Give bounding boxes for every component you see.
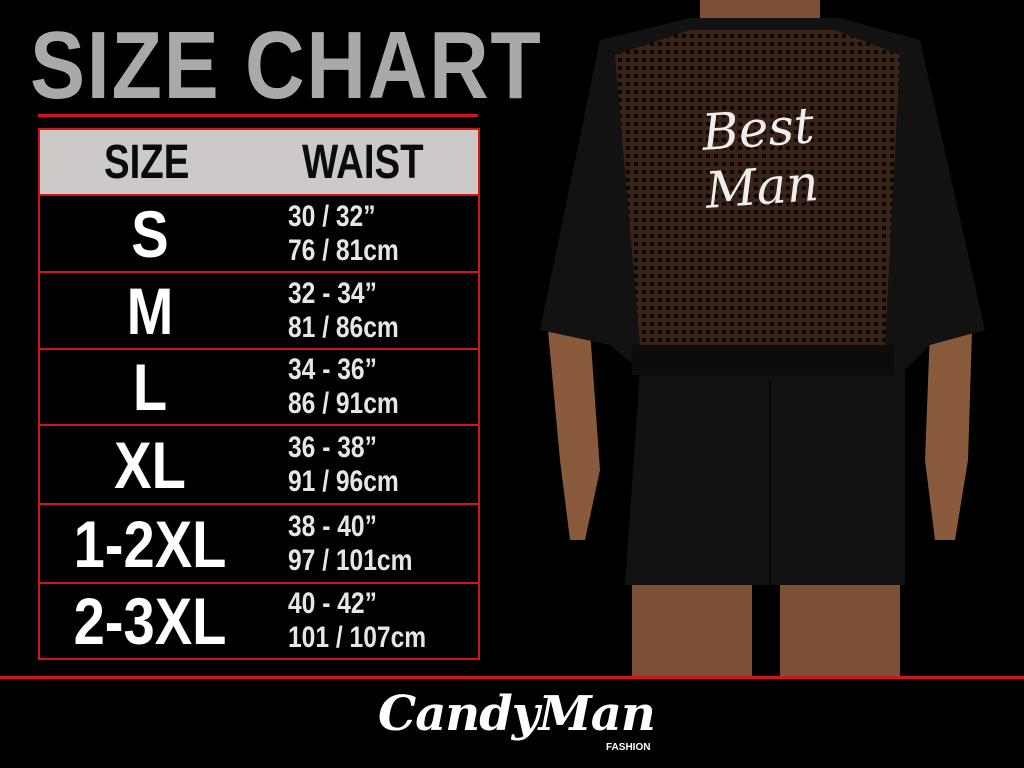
waist-inches: 30 / 32”: [288, 199, 376, 233]
table-row: L 34 - 36” 86 / 91cm: [38, 350, 480, 426]
waist-cm: 76 / 81cm: [288, 233, 399, 267]
size-label: 2-3XL: [73, 584, 227, 658]
waist-inches: 32 - 34”: [288, 276, 377, 310]
waist-value: 34 - 36” 86 / 91cm: [288, 353, 399, 421]
back-print-text: Best Man: [700, 96, 821, 220]
column-header-waist: WAIST: [302, 136, 424, 189]
size-label: S: [131, 196, 169, 271]
waist-value: 32 - 34” 81 / 86cm: [288, 277, 399, 345]
brand-subtitle: FASHION: [606, 742, 651, 753]
waist-cm: 86 / 91cm: [288, 387, 399, 420]
size-label: L: [132, 350, 168, 424]
footer-divider: [0, 676, 1024, 679]
size-label: XL: [114, 427, 186, 502]
waist-value: 38 - 40” 97 / 101cm: [288, 510, 412, 578]
mesh-panel: [615, 30, 900, 345]
size-label: 1-2XL: [73, 506, 227, 581]
column-header-size: SIZE: [104, 136, 190, 189]
brand-logo: CandyMan FASHION: [378, 686, 656, 753]
waist-cm: 97 / 101cm: [288, 543, 413, 577]
table-row: M 32 - 34” 81 / 86cm: [38, 273, 480, 350]
waist-value: 40 - 42” 101 / 107cm: [288, 587, 426, 655]
table-row: 2-3XL 40 - 42” 101 / 107cm: [38, 584, 480, 660]
waist-value: 36 - 38” 91 / 96cm: [288, 431, 399, 499]
waist-inches: 34 - 36”: [288, 353, 377, 386]
page-title: SIZE CHART: [30, 12, 543, 119]
product-photo: [540, 0, 985, 676]
waist-inches: 36 - 38”: [288, 430, 377, 464]
table-row: S 30 / 32” 76 / 81cm: [38, 196, 480, 273]
waist-inches: 38 - 40”: [288, 509, 377, 543]
waist-cm: 81 / 86cm: [288, 310, 399, 344]
table-row: XL 36 - 38” 91 / 96cm: [38, 426, 480, 505]
brand-name: CandyMan: [378, 686, 656, 742]
waist-inches: 40 - 42”: [288, 587, 377, 620]
title-divider: [38, 114, 478, 117]
waist-value: 30 / 32” 76 / 81cm: [288, 200, 399, 268]
waist-cm: 91 / 96cm: [288, 464, 399, 498]
table-row: 1-2XL 38 - 40” 97 / 101cm: [38, 505, 480, 584]
size-table: SIZE WAIST S 30 / 32” 76 / 81cm M 32 - 34…: [38, 128, 480, 660]
size-label: M: [126, 273, 174, 348]
waist-cm: 101 / 107cm: [288, 621, 427, 654]
table-header: SIZE WAIST: [38, 128, 480, 196]
